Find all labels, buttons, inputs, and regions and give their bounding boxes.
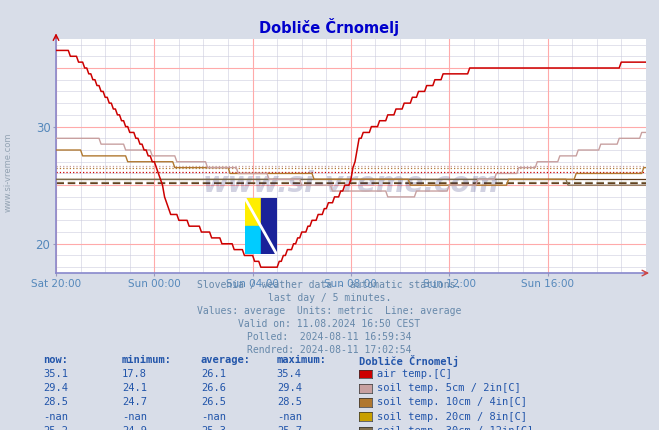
Text: Polled:  2024-08-11 16:59:34: Polled: 2024-08-11 16:59:34 (247, 332, 412, 342)
Text: soil temp. 5cm / 2in[C]: soil temp. 5cm / 2in[C] (377, 383, 521, 393)
Text: average:: average: (201, 355, 251, 365)
Text: Slovenia / weather data - automatic stations.: Slovenia / weather data - automatic stat… (197, 280, 462, 290)
Text: www.si-vreme.com: www.si-vreme.com (203, 170, 499, 198)
Text: 35.1: 35.1 (43, 369, 68, 379)
Text: 35.4: 35.4 (277, 369, 302, 379)
Text: www.si-vreme.com: www.si-vreme.com (3, 132, 13, 212)
Text: soil temp. 20cm / 8in[C]: soil temp. 20cm / 8in[C] (377, 412, 527, 421)
Text: 28.5: 28.5 (43, 397, 68, 407)
Text: 29.4: 29.4 (43, 383, 68, 393)
Text: 25.2: 25.2 (43, 426, 68, 430)
Text: Valid on: 11.08.2024 16:50 CEST: Valid on: 11.08.2024 16:50 CEST (239, 319, 420, 329)
Text: minimum:: minimum: (122, 355, 172, 365)
Bar (261, 198, 277, 254)
Text: soil temp. 30cm / 12in[C]: soil temp. 30cm / 12in[C] (377, 426, 533, 430)
Text: now:: now: (43, 355, 68, 365)
Text: Values: average  Units: metric  Line: average: Values: average Units: metric Line: aver… (197, 306, 462, 316)
Text: 29.4: 29.4 (277, 383, 302, 393)
Bar (245, 226, 261, 254)
Text: 28.5: 28.5 (277, 397, 302, 407)
Text: -nan: -nan (201, 412, 226, 421)
Text: air temp.[C]: air temp.[C] (377, 369, 452, 379)
Text: Rendred: 2024-08-11 17:02:54: Rendred: 2024-08-11 17:02:54 (247, 345, 412, 355)
Text: Dobliče Črnomelj: Dobliče Črnomelj (359, 355, 459, 367)
Text: -nan: -nan (277, 412, 302, 421)
Text: 26.1: 26.1 (201, 369, 226, 379)
Bar (245, 198, 261, 226)
Text: 24.1: 24.1 (122, 383, 147, 393)
Text: 25.3: 25.3 (201, 426, 226, 430)
Text: 24.9: 24.9 (122, 426, 147, 430)
Text: 24.7: 24.7 (122, 397, 147, 407)
Text: 17.8: 17.8 (122, 369, 147, 379)
Text: -nan: -nan (43, 412, 68, 421)
Text: soil temp. 10cm / 4in[C]: soil temp. 10cm / 4in[C] (377, 397, 527, 407)
Text: Dobliče Črnomelj: Dobliče Črnomelj (260, 18, 399, 36)
Text: 26.6: 26.6 (201, 383, 226, 393)
Text: maximum:: maximum: (277, 355, 327, 365)
Text: last day / 5 minutes.: last day / 5 minutes. (268, 293, 391, 303)
Text: -nan: -nan (122, 412, 147, 421)
Text: 25.7: 25.7 (277, 426, 302, 430)
Text: 26.5: 26.5 (201, 397, 226, 407)
